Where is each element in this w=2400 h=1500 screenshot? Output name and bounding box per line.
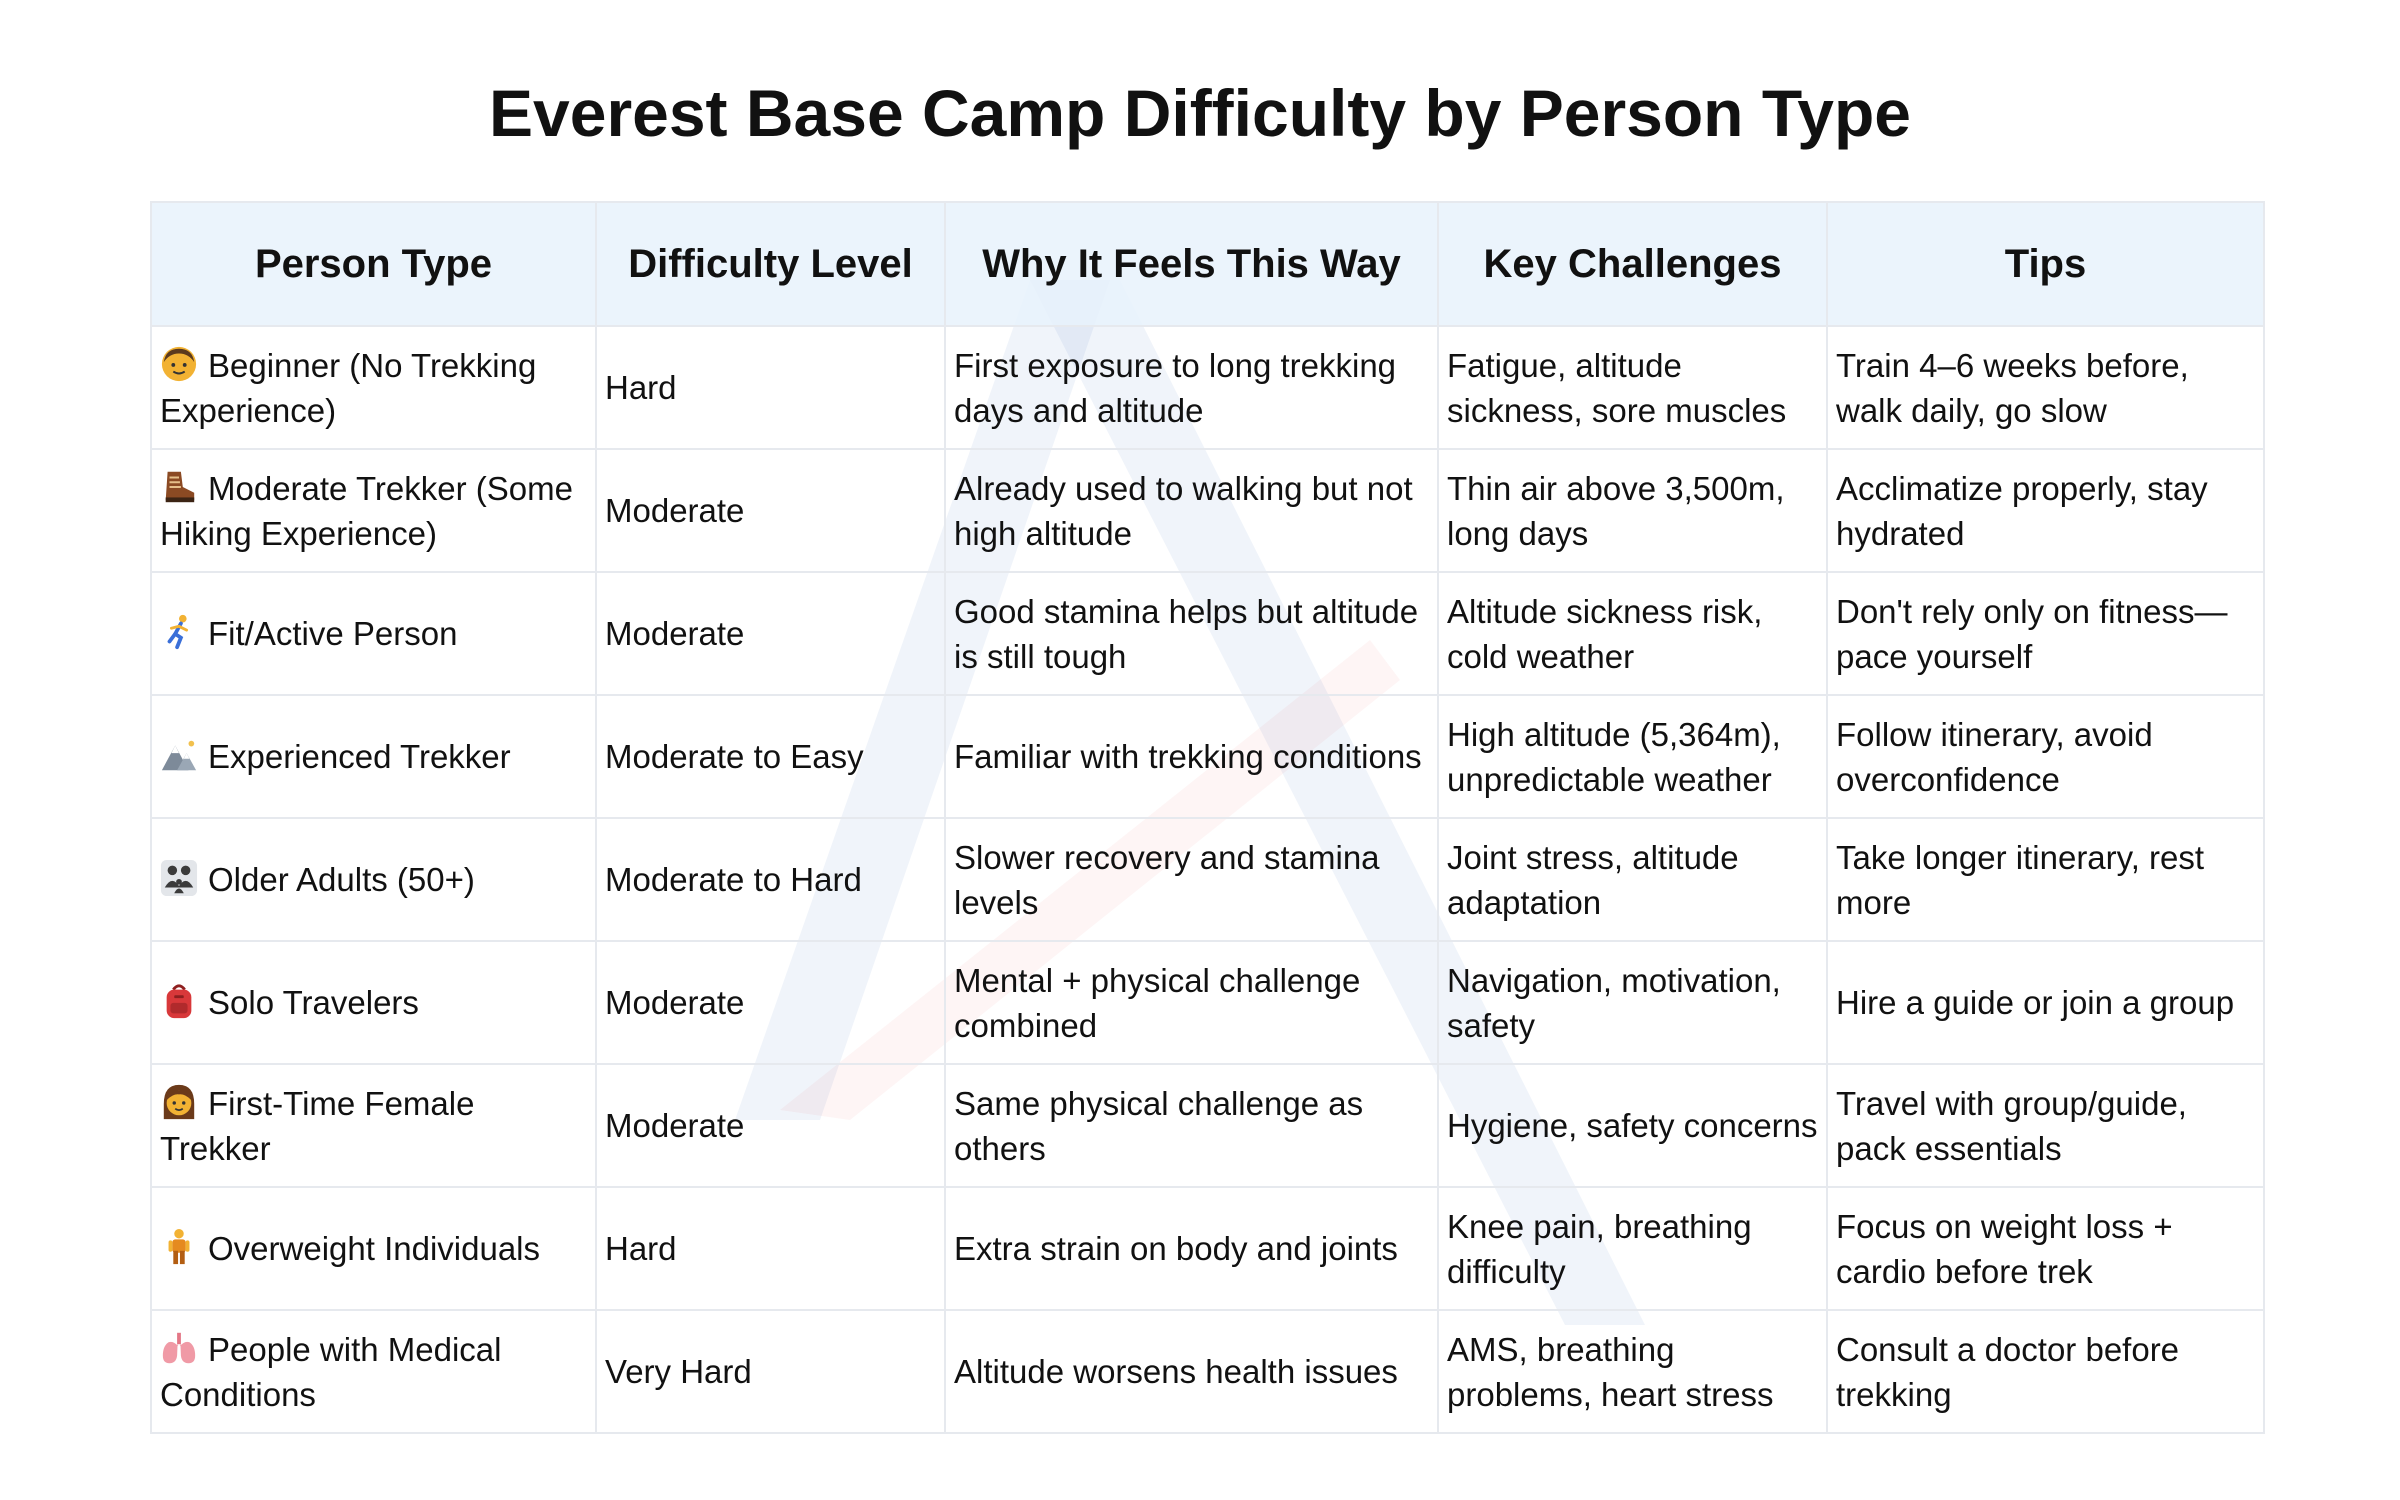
runner-icon bbox=[160, 613, 198, 651]
cell-tips: Don't rely only on fitness—pace yourself bbox=[1826, 571, 2265, 696]
cell-difficulty-level: Very Hard bbox=[595, 1309, 946, 1434]
column-header-tips: Tips bbox=[1826, 201, 2265, 327]
cell-person-type: Fit/Active Person bbox=[150, 571, 597, 696]
cell-tips: Acclimatize properly, stay hydrated bbox=[1826, 448, 2265, 573]
person-type-label: Solo Travelers bbox=[208, 984, 419, 1021]
column-header-difficulty-level: Difficulty Level bbox=[595, 201, 946, 327]
lungs-icon bbox=[160, 1329, 198, 1367]
cell-key-challenges: Altitude sickness risk, cold weather bbox=[1437, 571, 1828, 696]
cell-why: Already used to walking but not high alt… bbox=[944, 448, 1439, 573]
cell-why: Altitude worsens health issues bbox=[944, 1309, 1439, 1434]
table-row: People with Medical Conditions Very Hard A… bbox=[150, 1309, 2265, 1434]
person-type-label: Experienced Trekker bbox=[208, 738, 511, 775]
cell-tips: Follow itinerary, avoid overconfidence bbox=[1826, 694, 2265, 819]
cell-key-challenges: Joint stress, altitude adaptation bbox=[1437, 817, 1828, 942]
cell-person-type: Beginner (No Trekking Experience) bbox=[150, 325, 597, 450]
cell-difficulty-level: Hard bbox=[595, 1186, 946, 1311]
cell-person-type: First-Time Female Trekker bbox=[150, 1063, 597, 1188]
cell-person-type: Solo Travelers bbox=[150, 940, 597, 1065]
hiking-boot-icon bbox=[160, 468, 198, 506]
family-icon bbox=[160, 859, 198, 897]
table-header-row: Person Type Difficulty Level Why It Feel… bbox=[150, 201, 2265, 327]
person-type-label: People with Medical Conditions bbox=[160, 1330, 502, 1413]
cell-difficulty-level: Moderate bbox=[595, 1063, 946, 1188]
column-header-key-challenges: Key Challenges bbox=[1437, 201, 1828, 327]
standing-person-icon bbox=[160, 1228, 198, 1266]
column-header-why: Why It Feels This Way bbox=[944, 201, 1439, 327]
table-row: Beginner (No Trekking Experience) Hard Fir… bbox=[150, 325, 2265, 450]
table-row: Solo Travelers Moderate Mental + physical … bbox=[150, 940, 2265, 1065]
person-type-label: Overweight Individuals bbox=[208, 1230, 540, 1267]
mountain-icon bbox=[160, 736, 198, 774]
cell-why: Extra strain on body and joints bbox=[944, 1186, 1439, 1311]
cell-tips: Focus on weight loss + cardio before tre… bbox=[1826, 1186, 2265, 1311]
person-type-label: Beginner (No Trekking Experience) bbox=[160, 346, 537, 429]
table-row: Fit/Active Person Moderate Good stamina he… bbox=[150, 571, 2265, 696]
cell-tips: Hire a guide or join a group bbox=[1826, 940, 2265, 1065]
cell-difficulty-level: Moderate bbox=[595, 940, 946, 1065]
cell-tips: Consult a doctor before trekking bbox=[1826, 1309, 2265, 1434]
cell-difficulty-level: Moderate bbox=[595, 448, 946, 573]
cell-person-type: Overweight Individuals bbox=[150, 1186, 597, 1311]
cell-why: Same physical challenge as others bbox=[944, 1063, 1439, 1188]
table-row: Moderate Trekker (Some Hiking Experience… bbox=[150, 448, 2265, 573]
cell-difficulty-level: Moderate bbox=[595, 571, 946, 696]
cell-why: Slower recovery and stamina levels bbox=[944, 817, 1439, 942]
cell-difficulty-level: Moderate to Easy bbox=[595, 694, 946, 819]
cell-key-challenges: Thin air above 3,500m, long days bbox=[1437, 448, 1828, 573]
cell-key-challenges: Hygiene, safety concerns bbox=[1437, 1063, 1828, 1188]
person-type-label: Moderate Trekker (Some Hiking Experience… bbox=[160, 469, 573, 552]
cell-why: Good stamina helps but altitude is still… bbox=[944, 571, 1439, 696]
cell-key-challenges: AMS, breathing problems, heart stress bbox=[1437, 1309, 1828, 1434]
cell-why: First exposure to long trekking days and… bbox=[944, 325, 1439, 450]
woman-icon bbox=[160, 1083, 198, 1121]
table-row: Overweight Individuals Hard Extra strain o… bbox=[150, 1186, 2265, 1311]
cell-key-challenges: Navigation, motivation, safety bbox=[1437, 940, 1828, 1065]
column-header-person-type: Person Type bbox=[150, 201, 597, 327]
table-body: Beginner (No Trekking Experience) Hard Fir… bbox=[150, 325, 2265, 1434]
table-row: Experienced Trekker Moderate to Easy Famil… bbox=[150, 694, 2265, 819]
table-row: First-Time Female Trekker Moderate Same ph… bbox=[150, 1063, 2265, 1188]
cell-person-type: Older Adults (50+) bbox=[150, 817, 597, 942]
cell-person-type: Experienced Trekker bbox=[150, 694, 597, 819]
cell-key-challenges: Fatigue, altitude sickness, sore muscles bbox=[1437, 325, 1828, 450]
person-type-label: Older Adults (50+) bbox=[208, 861, 475, 898]
cell-difficulty-level: Moderate to Hard bbox=[595, 817, 946, 942]
cell-key-challenges: Knee pain, breathing difficulty bbox=[1437, 1186, 1828, 1311]
page-title: Everest Base Camp Difficulty by Person T… bbox=[489, 76, 1911, 150]
cell-difficulty-level: Hard bbox=[595, 325, 946, 450]
cell-why: Familiar with trekking conditions bbox=[944, 694, 1439, 819]
person-type-label: First-Time Female Trekker bbox=[160, 1084, 475, 1167]
cell-tips: Train 4–6 weeks before, walk daily, go s… bbox=[1826, 325, 2265, 450]
cell-tips: Travel with group/guide, pack essentials bbox=[1826, 1063, 2265, 1188]
cell-tips: Take longer itinerary, rest more bbox=[1826, 817, 2265, 942]
cell-why: Mental + physical challenge combined bbox=[944, 940, 1439, 1065]
table-row: Older Adults (50+) Moderate to Hard Slower… bbox=[150, 817, 2265, 942]
cell-person-type: People with Medical Conditions bbox=[150, 1309, 597, 1434]
backpack-icon bbox=[160, 982, 198, 1020]
cell-key-challenges: High altitude (5,364m), unpredictable we… bbox=[1437, 694, 1828, 819]
person-type-label: Fit/Active Person bbox=[208, 615, 458, 652]
person-icon bbox=[160, 345, 198, 383]
difficulty-table: Person Type Difficulty Level Why It Feel… bbox=[150, 201, 2265, 1434]
cell-person-type: Moderate Trekker (Some Hiking Experience… bbox=[150, 448, 597, 573]
